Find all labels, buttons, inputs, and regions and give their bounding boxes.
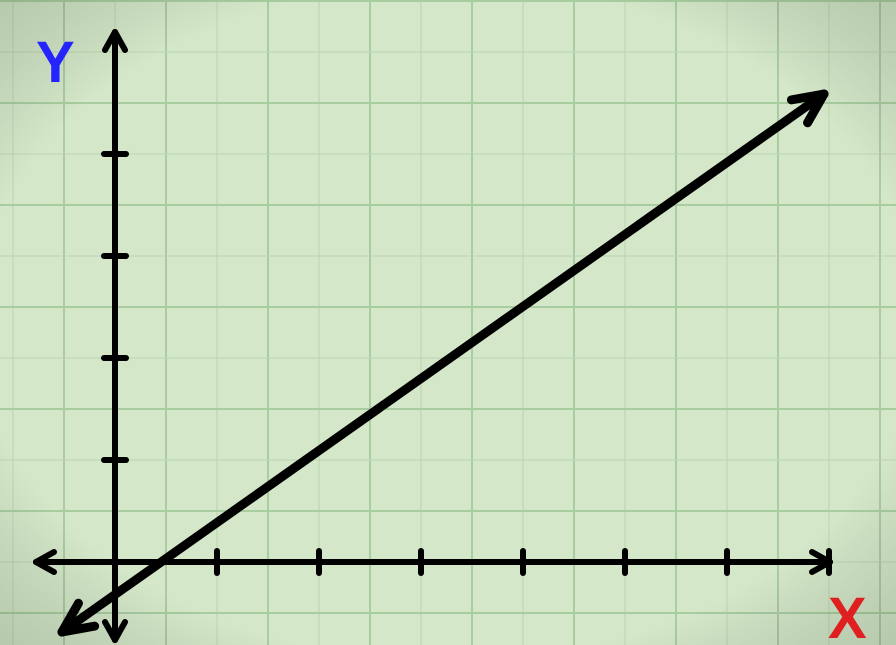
- chart-stage: Y X: [0, 0, 896, 645]
- y-axis-label: Y: [36, 34, 75, 92]
- chart-svg: [0, 0, 896, 645]
- vignette: [0, 0, 896, 645]
- x-axis-label: X: [828, 590, 867, 645]
